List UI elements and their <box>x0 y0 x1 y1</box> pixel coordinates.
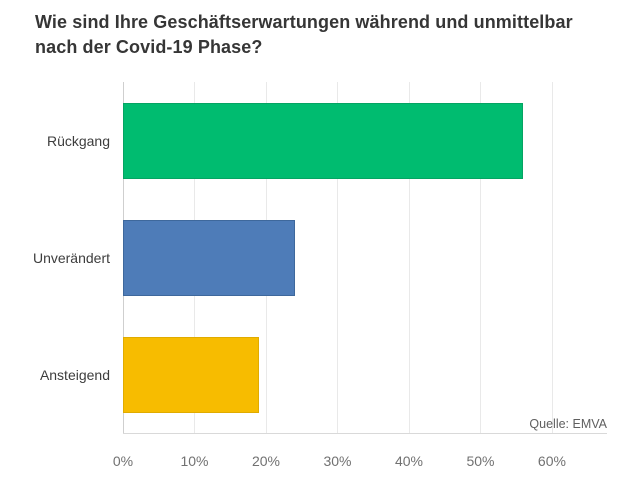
bar-unverändert <box>123 220 295 296</box>
bar-ansteigend <box>123 337 259 413</box>
gridline-50% <box>480 82 481 433</box>
x-tick-label-20%: 20% <box>251 453 280 469</box>
bar-rückgang <box>123 103 523 179</box>
y-axis-label-rückgang: Rückgang <box>46 133 110 149</box>
plot-area <box>123 82 607 434</box>
x-tick-label-40%: 40% <box>394 453 423 469</box>
x-tick-label-50%: 50% <box>466 453 495 469</box>
x-tick-label-60%: 60% <box>537 453 566 469</box>
chart-title: Wie sind Ihre Geschäftserwartungen währe… <box>35 12 573 57</box>
x-tick-label-0%: 0% <box>112 453 134 469</box>
gridline-60% <box>552 82 553 433</box>
y-axis-label-ansteigend: Ansteigend <box>39 367 110 383</box>
x-tick-label-10%: 10% <box>180 453 209 469</box>
y-axis-label-unverändert: Unverändert <box>32 250 110 266</box>
gridline-30% <box>337 82 338 433</box>
source-label: Quelle: EMVA <box>529 417 607 431</box>
x-tick-label-30%: 30% <box>323 453 352 469</box>
gridline-40% <box>409 82 410 433</box>
